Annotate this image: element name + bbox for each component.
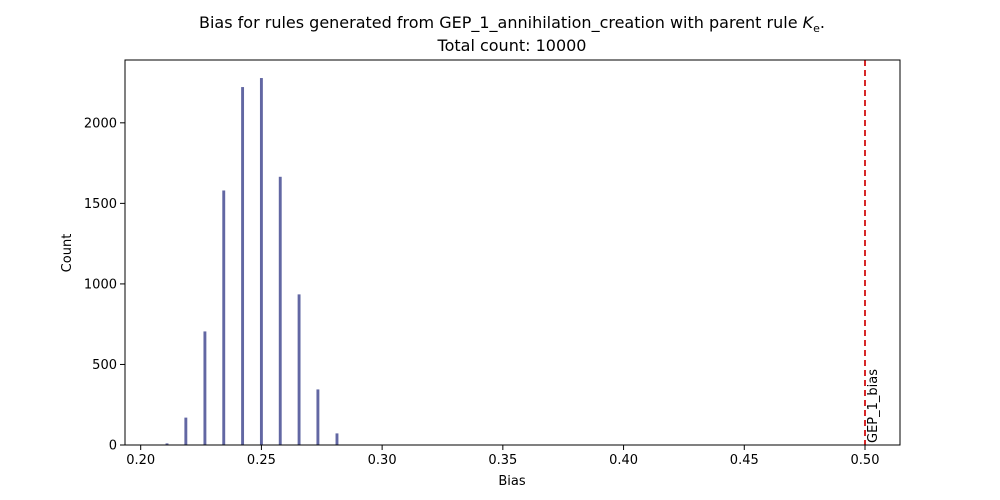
x-tick-label: 0.40 [609,453,638,468]
y-tick-label: 1000 [84,277,117,292]
histogram-bar [203,331,207,445]
x-axis-ticks: 0.20 0.25 0.30 0.35 0.40 0.45 0.50 [126,445,879,468]
histogram-bar [165,443,169,445]
y-tick-label: 0 [109,439,117,454]
histogram-bar [259,78,263,445]
plot-frame [124,59,901,446]
chart-title-line2: Total count: 10000 [437,36,587,55]
x-tick-label: 0.45 [730,453,759,468]
x-tick-label: 0.50 [851,453,880,468]
histogram-bar [222,190,226,445]
chart-title-line1: Bias for rules generated from GEP_1_anni… [199,13,825,35]
x-tick-label: 0.20 [126,453,155,468]
y-tick-label: 500 [92,358,117,373]
y-axis-ticks: 0 500 1000 1500 2000 [84,116,125,454]
reference-line-label: GEP_1_bias [866,369,881,443]
y-axis-label: Count [60,234,75,273]
histogram-bar [241,87,245,446]
histogram-bar [278,176,282,445]
bars-layer [165,78,339,446]
x-axis-label: Bias [498,474,525,489]
histogram-bar [335,433,339,445]
y-tick-label: 1500 [84,197,117,212]
x-tick-label: 0.35 [488,453,517,468]
histogram-bar [297,294,301,445]
y-tick-label: 2000 [84,116,117,131]
x-tick-label: 0.30 [368,453,397,468]
reference-layer: GEP_1_bias [863,60,881,445]
histogram-bar [316,389,320,445]
histogram-bar [184,417,188,445]
x-tick-label: 0.25 [247,453,276,468]
